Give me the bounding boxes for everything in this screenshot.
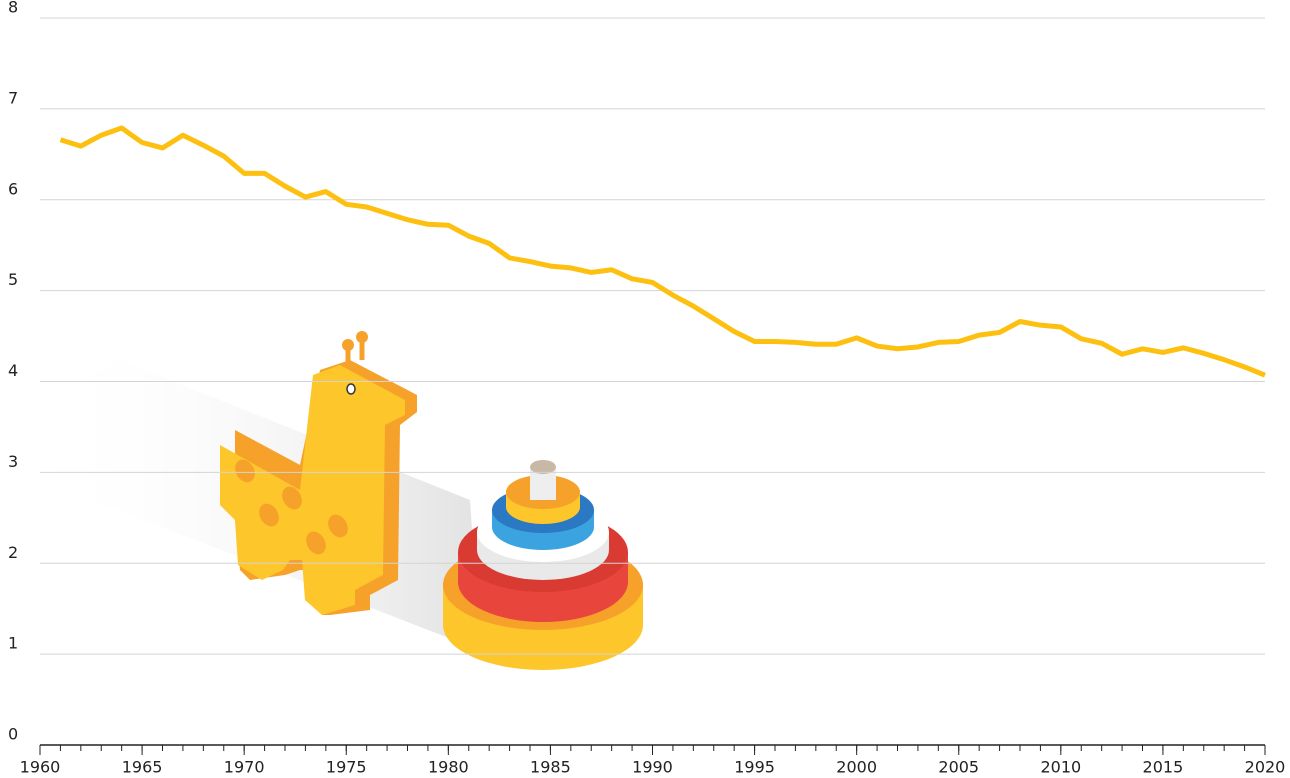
x-tick-label: 1960 bbox=[20, 758, 61, 777]
y-tick-label: 7 bbox=[8, 88, 18, 107]
giraffe-front bbox=[220, 365, 405, 615]
x-tick-label: 1980 bbox=[428, 758, 469, 777]
x-tick-label: 1970 bbox=[224, 758, 265, 777]
y-tick-label: 3 bbox=[8, 452, 18, 471]
y-tick-label: 0 bbox=[8, 725, 18, 744]
x-tick-label: 2015 bbox=[1143, 758, 1184, 777]
spots bbox=[235, 459, 348, 555]
x-tick-label: 1985 bbox=[530, 758, 571, 777]
x-tick-label: 1965 bbox=[122, 758, 163, 777]
y-tick-label: 1 bbox=[8, 634, 18, 653]
ring-stacker bbox=[443, 460, 643, 670]
y-tick-label: 4 bbox=[8, 361, 18, 380]
x-tick-label: 2005 bbox=[938, 758, 979, 777]
x-tick-label: 1990 bbox=[632, 758, 673, 777]
data-line bbox=[59, 125, 1266, 378]
horn-tip bbox=[342, 339, 354, 351]
illustration bbox=[40, 331, 643, 670]
x-tick-label: 1995 bbox=[734, 758, 775, 777]
x-tick-label: 1975 bbox=[326, 758, 367, 777]
y-tick-label: 5 bbox=[8, 270, 18, 289]
x-tick-label: 2000 bbox=[836, 758, 877, 777]
peg-top bbox=[530, 460, 556, 474]
horn-tip bbox=[356, 331, 368, 343]
y-tick-label: 8 bbox=[8, 0, 18, 17]
x-tick-label: 2020 bbox=[1245, 758, 1286, 777]
y-tick-label: 6 bbox=[8, 179, 18, 198]
y-tick-label: 2 bbox=[8, 543, 18, 562]
eye bbox=[346, 383, 356, 395]
x-tick-label: 2010 bbox=[1040, 758, 1081, 777]
